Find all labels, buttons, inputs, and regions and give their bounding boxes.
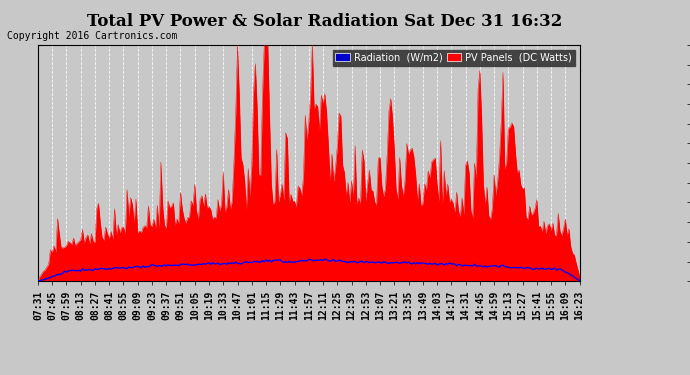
Legend: Radiation  (W/m2), PV Panels  (DC Watts): Radiation (W/m2), PV Panels (DC Watts) [333,50,575,66]
Text: Copyright 2016 Cartronics.com: Copyright 2016 Cartronics.com [7,32,177,41]
Text: Total PV Power & Solar Radiation Sat Dec 31 16:32: Total PV Power & Solar Radiation Sat Dec… [87,13,562,30]
